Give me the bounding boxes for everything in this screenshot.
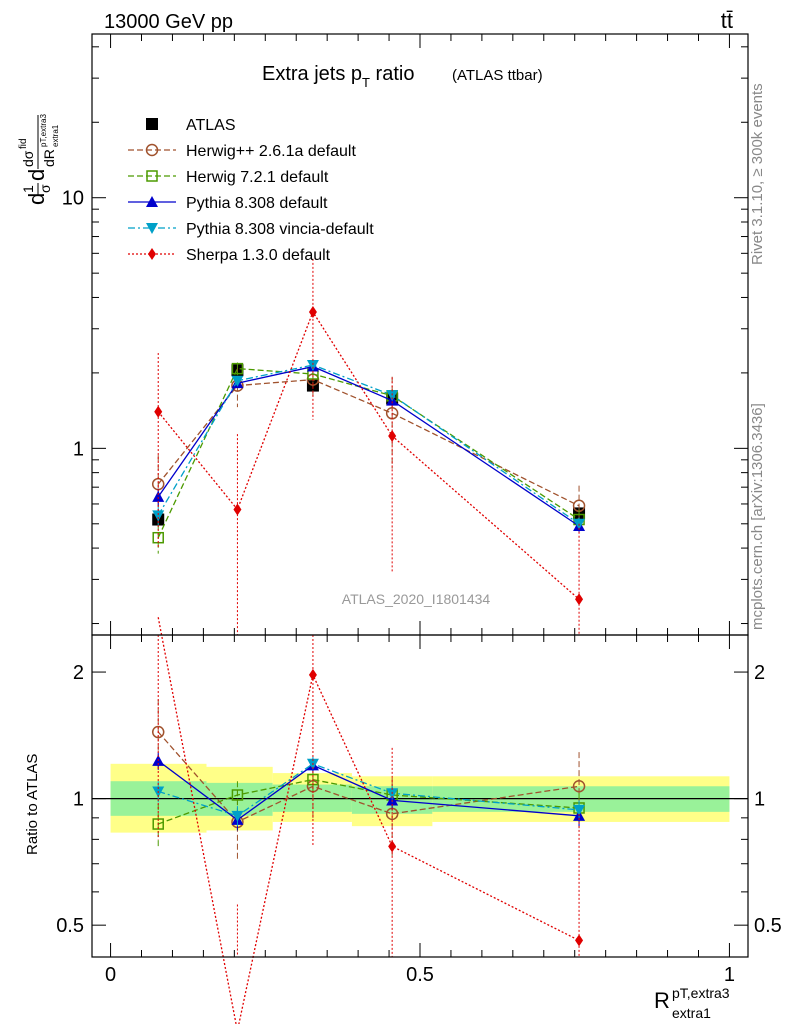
data-point (233, 503, 242, 516)
data-point (386, 390, 399, 402)
ratio-y-tick-label-right: 2 (754, 662, 765, 684)
main-plot-panel: 1 10 (62, 33, 749, 649)
ratio-point (231, 789, 244, 801)
legend-item: ATLAS (146, 117, 236, 134)
legend-item: Herwig++ 2.6.1a default (128, 143, 356, 160)
data-point (152, 490, 165, 502)
svg-text:extra1: extra1 (51, 124, 60, 147)
legend-item: Sherpa 1.3.0 default (128, 247, 331, 264)
legend-label: Pythia 8.308 vincia-default (186, 221, 374, 238)
chart-title: Extra jets pT ratio (ATLAS ttbar) (262, 63, 543, 90)
svg-text:pT,extra3: pT,extra3 (672, 985, 730, 1001)
legend: ATLAS Herwig++ 2.6.1a default Herwig 7.2.1… (128, 117, 374, 264)
legend-marker (146, 196, 158, 207)
series-sherpa-1-3-0-default (154, 258, 584, 635)
ratio-y-tick-label: 2 (73, 662, 84, 684)
data-point (308, 305, 317, 318)
legend-marker (146, 223, 158, 234)
svg-text:d: d (24, 169, 49, 181)
legend-marker (148, 248, 156, 260)
ratio-y-tick-label-right: 1 (754, 789, 765, 811)
series-line (157, 364, 580, 525)
legend-item: Pythia 8.308 default (128, 195, 328, 212)
data-point (575, 593, 584, 606)
y-tick-label: 10 (62, 188, 84, 210)
x-tick-label: 0.5 (406, 964, 434, 986)
legend-marker (146, 118, 158, 130)
data-point (154, 405, 163, 418)
series-atlas (152, 364, 586, 526)
data-point (306, 360, 319, 372)
ratio-y-tick-label-right: 0.5 (754, 915, 782, 937)
legend-item: Pythia 8.308 vincia-default (128, 221, 374, 238)
legend-label: Pythia 8.308 default (186, 195, 328, 212)
legend-item: Herwig 7.2.1 default (128, 169, 329, 186)
main-ylabel: d 1 σ d dσ fid dR pT,extra3 extra1 (18, 114, 60, 205)
svg-text:R: R (654, 988, 670, 1013)
ratio-series-sherpa-1-3-0-default (157, 617, 584, 1024)
header-left: 13000 GeV pp (104, 11, 233, 33)
series-line (157, 365, 580, 527)
ratio-ylabel: Ratio to ATLAS (24, 754, 41, 855)
ratio-point (572, 780, 586, 793)
svg-text:d: d (24, 193, 49, 205)
header-right: tt̄ (721, 8, 733, 33)
data-point (388, 430, 397, 443)
ratio-plot-panel: 0.5 0.5 1 1 2 2 0 0.5 1 (56, 617, 782, 1024)
x-tick-label: 0 (105, 964, 116, 986)
x-axis-label: R pT,extra3 extra1 (654, 985, 730, 1021)
ratio-point (575, 934, 584, 947)
series-pythia-8-308-vincia-default (152, 360, 586, 531)
legend-label: Herwig++ 2.6.1a default (186, 143, 356, 160)
legend-label: ATLAS (186, 117, 236, 134)
svg-text:1: 1 (20, 185, 36, 193)
series-line (157, 367, 580, 538)
data-point (231, 362, 244, 375)
mcplots-label: mcplots.cern.ch [arXiv:1306.3436] (749, 403, 766, 630)
svg-text:pT,extra3: pT,extra3 (39, 114, 48, 147)
series-herwig-2-6-1a-default (151, 363, 586, 531)
svg-text:(ATLAS ttbar): (ATLAS ttbar) (452, 67, 543, 84)
data-point (231, 375, 244, 387)
ratio-line (158, 763, 580, 817)
legend-marker (146, 170, 158, 182)
ratio-point (151, 725, 165, 739)
ratio-point (231, 810, 244, 822)
svg-text:dR: dR (41, 149, 57, 167)
series-pythia-8-308-default (152, 360, 586, 533)
analysis-watermark: ATLAS_2020_I1801434 (342, 591, 491, 607)
legend-label: Sherpa 1.3.0 default (186, 247, 331, 264)
rivet-label: Rivet 3.1.10, ≥ 300k events (749, 83, 766, 265)
ratio-y-tick-label: 1 (73, 789, 84, 811)
legend-marker (145, 143, 159, 157)
ratio-point (388, 840, 397, 853)
svg-text:dσ: dσ (20, 150, 36, 167)
y-tick-label: 1 (73, 438, 84, 460)
ratio-point (308, 668, 317, 681)
ratio-line (157, 778, 580, 825)
svg-text:Extra jets pT ratio: Extra jets pT ratio (262, 63, 414, 90)
svg-text:σ: σ (37, 184, 53, 193)
legend-label: Herwig 7.2.1 default (186, 169, 329, 186)
ratio-y-tick-label: 0.5 (56, 915, 84, 937)
svg-text:extra1: extra1 (672, 1005, 711, 1021)
series-line (157, 310, 580, 600)
data-point (152, 510, 165, 522)
ratio-point (573, 804, 586, 816)
svg-text:fid: fid (18, 138, 29, 149)
x-tick-label: 1 (724, 964, 735, 986)
